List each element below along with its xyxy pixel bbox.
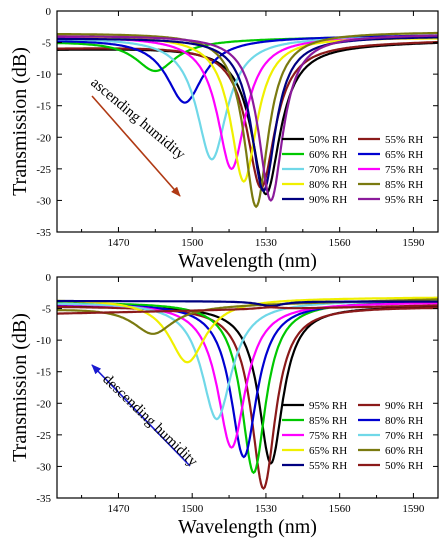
x-tick-label: 1590 [402, 503, 425, 515]
legend-label: 80% RH [385, 415, 423, 427]
legend-label: 60% RH [309, 149, 347, 161]
legend-label: 80% RH [309, 179, 347, 191]
legend-label: 65% RH [385, 149, 423, 161]
y-tick-label: -15 [36, 101, 51, 113]
x-tick-label: 1470 [107, 503, 130, 515]
x-tick-label: 1500 [181, 237, 204, 249]
x-tick-label: 1560 [329, 503, 352, 515]
y-tick-label: -20 [36, 398, 51, 410]
legend-label: 50% RH [385, 460, 423, 472]
legend-label: 85% RH [309, 415, 347, 427]
y-tick-label: 0 [46, 272, 52, 284]
series-line-10 [57, 304, 438, 315]
annotation-arrow [91, 95, 181, 197]
series-line-9 [57, 36, 438, 193]
y-tick-label: -25 [36, 164, 51, 176]
series-line-8 [57, 31, 438, 209]
series-line-2 [57, 41, 438, 190]
x-tick-label: 1560 [329, 237, 352, 249]
x-tick-label: 1530 [255, 237, 278, 249]
plot-frame [56, 276, 439, 499]
legend-label: 90% RH [309, 194, 347, 206]
chart-panel-1: 1470 1500 1530 1560 1590 0 -5 -10 -15 -20 -25 -30 -3… [9, 6, 439, 272]
series-group [57, 296, 438, 491]
chart-panel-2: 1470 1500 1530 1560 1590 0 -5 -10 -15 -20 -25 -30 -3… [9, 272, 439, 538]
series-line-10 [57, 34, 438, 202]
legend-label: 65% RH [309, 445, 347, 457]
legend-label: 60% RH [385, 445, 423, 457]
legend-label: 95% RH [385, 194, 423, 206]
series-group [57, 31, 438, 209]
x-tick-label: 1470 [107, 237, 130, 249]
legend-label: 70% RH [309, 164, 347, 176]
series-line-2 [57, 305, 438, 491]
legend-label: 75% RH [309, 430, 347, 442]
y-tick-label: -25 [36, 430, 51, 442]
series-line-6 [57, 299, 438, 421]
x-tick-label: 1590 [402, 237, 425, 249]
series-line-9 [57, 299, 438, 308]
plot-frame [56, 10, 439, 233]
legend-label: 90% RH [385, 400, 423, 412]
legend-label: 55% RH [309, 460, 347, 472]
legend-label: 95% RH [309, 400, 347, 412]
y-axis-title: Transmission (dB) [9, 313, 31, 462]
annotation-text: descending humidity [99, 371, 201, 470]
x-tick-label: 1530 [255, 503, 278, 515]
x-axis-title: Wavelength (nm) [178, 516, 317, 538]
y-axis-title: Transmission (dB) [9, 47, 31, 196]
legend-label: 85% RH [385, 179, 423, 191]
y-tick-label: -35 [36, 227, 51, 239]
y-tick-label: -10 [36, 335, 51, 347]
y-tick-label: -15 [36, 367, 51, 379]
y-tick-label: -30 [36, 461, 51, 473]
legend-label: 55% RH [385, 134, 423, 146]
annotation-arrow [91, 364, 191, 467]
legend-label: 70% RH [385, 430, 423, 442]
y-tick-label: -10 [36, 69, 51, 81]
legend-label: 75% RH [385, 164, 423, 176]
x-axis-title: Wavelength (nm) [178, 250, 317, 272]
y-tick-label: -5 [42, 38, 52, 50]
y-tick-label: -20 [36, 132, 51, 144]
y-tick-label: -35 [36, 493, 51, 505]
y-tick-label: -5 [42, 304, 52, 316]
series-line-4 [57, 34, 438, 104]
legend-label: 50% RH [309, 134, 347, 146]
x-tick-label: 1500 [181, 503, 204, 515]
y-tick-label: 0 [46, 6, 52, 18]
y-tick-label: -30 [36, 195, 51, 207]
